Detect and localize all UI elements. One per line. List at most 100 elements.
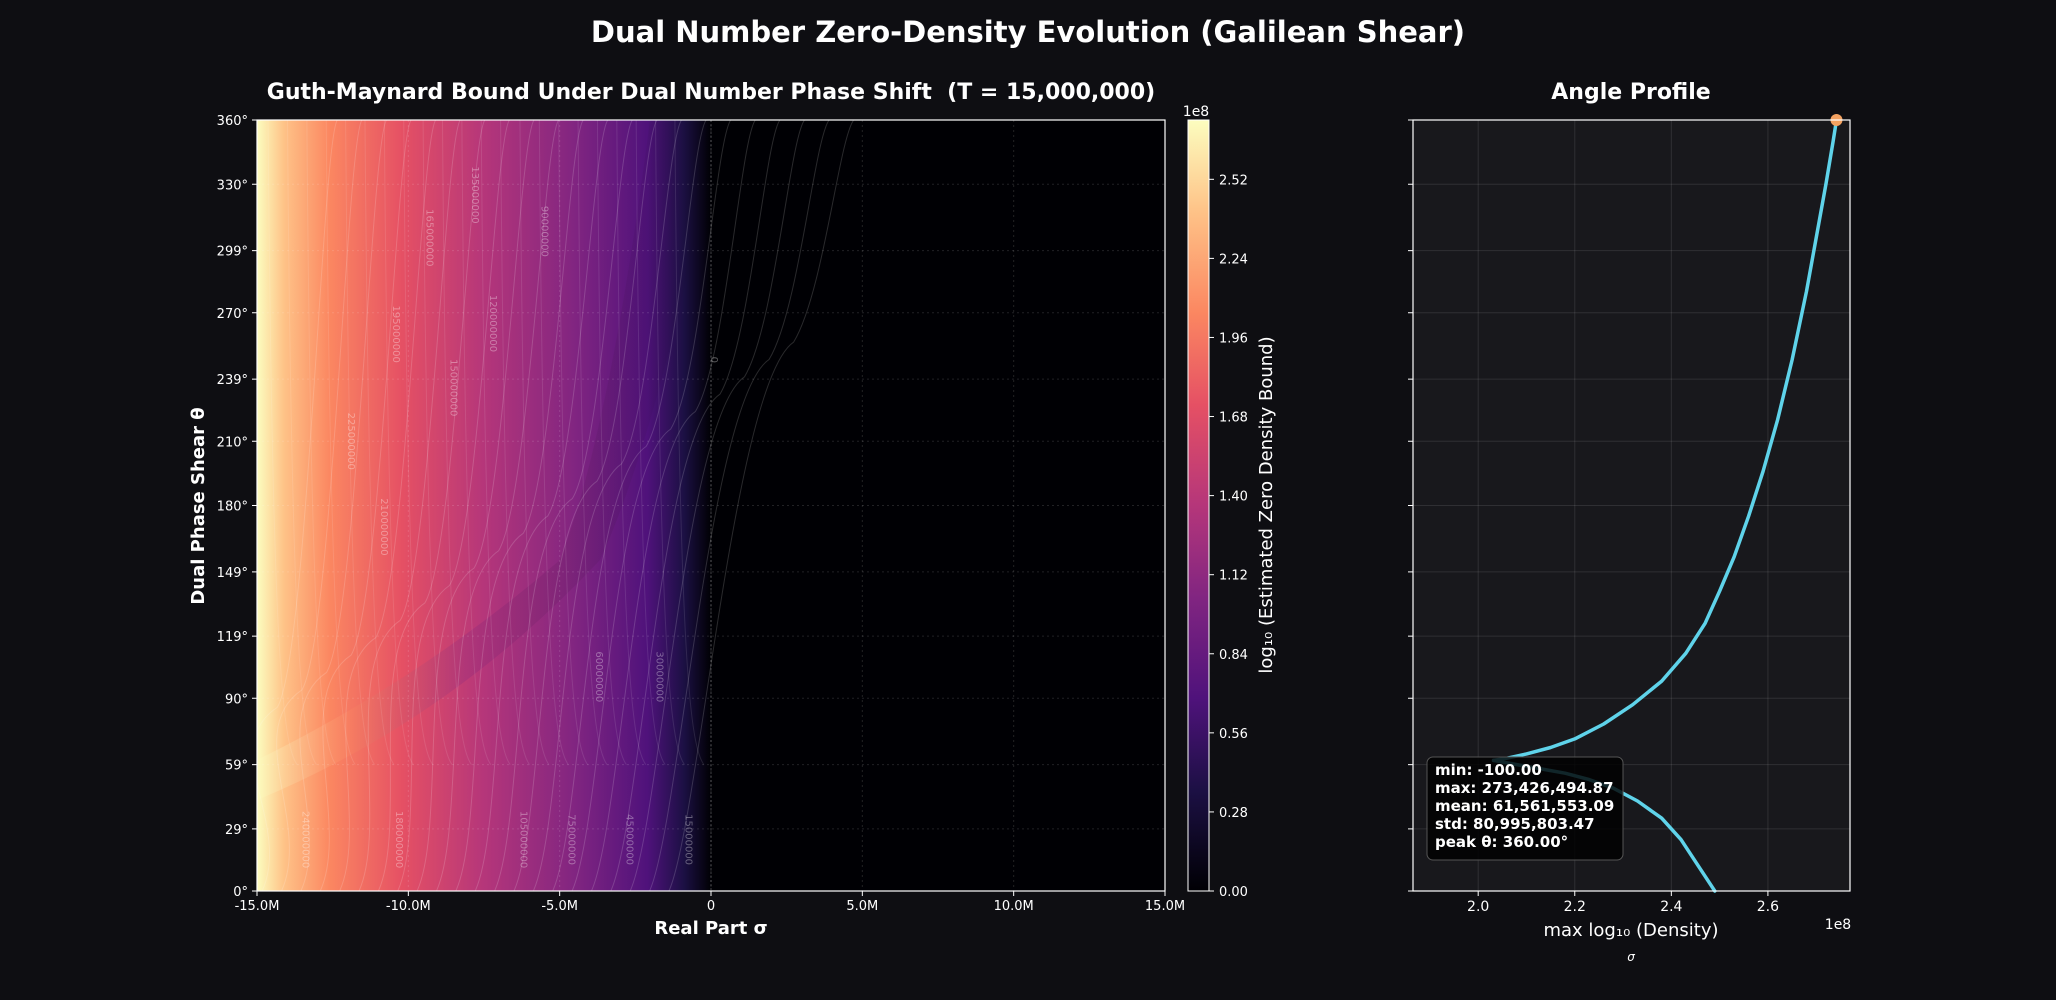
profile-y-ticks	[1408, 119, 1413, 892]
heatmap-x-tick-label: 10.0M	[994, 899, 1034, 914]
colorbar-tick-label: 1.40	[1219, 490, 1248, 505]
colorbar-tick-label: 0.84	[1219, 648, 1248, 663]
heatmap-y-tick-label: 299°	[217, 245, 248, 260]
heatmap-contour-line	[674, 120, 705, 765]
heatmap-contour-line	[441, 120, 472, 765]
profile-xlabel: max log₁₀ (Density)	[1543, 920, 1718, 941]
heatmap-contour-line	[422, 120, 453, 765]
colorbar-tick-label: 2.52	[1219, 173, 1248, 188]
heatmap-contour-line	[513, 120, 658, 891]
heatmap-contour-line	[403, 120, 434, 765]
profile-x-tick-label: 2.0	[1467, 899, 1489, 915]
heatmap-contour-label: 30000000	[654, 651, 665, 702]
heatmap-contour-label: 135000000	[469, 166, 480, 223]
heatmap-contour-line	[364, 120, 395, 765]
heatmap-contour-line	[538, 120, 569, 765]
heatmap-grid	[257, 120, 1165, 891]
profile-x-ticks: 2.0 2.2 2.4 2.6	[1467, 891, 1779, 915]
heatmap-contour-label: 120000000	[487, 295, 498, 352]
heatmap-contour-line	[339, 120, 437, 891]
heatmap-contour-label: 60000000	[593, 651, 604, 702]
colorbar-label: log₁₀ (Estimated Zero Density Bound)	[1256, 336, 1277, 673]
heatmap-contour-line	[571, 120, 732, 891]
heatmap-contour-label: 75000000	[566, 814, 577, 865]
heatmap-x-tick-label: -5.0M	[541, 899, 578, 914]
heatmap-contour-line	[358, 120, 461, 891]
heatmap-contour-label: 105000000	[517, 811, 528, 868]
heatmap-title: Guth-Maynard Bound Under Dual Number Pha…	[267, 80, 1155, 105]
heatmap-contour-line	[383, 120, 414, 765]
heatmap-contour-line	[655, 120, 685, 765]
stats-std: std: 80,995,803.47	[1435, 815, 1595, 833]
heatmap-contour-line	[494, 120, 633, 891]
stats-box: min: -100.00 max: 273,426,494.87 mean: 6…	[1426, 756, 1624, 861]
heatmap-y-tick-label: 119°	[217, 630, 248, 645]
stats-peak: peak θ: 360.00°	[1435, 833, 1568, 851]
stats-box-background	[1426, 756, 1624, 861]
heatmap-contour-line	[325, 120, 356, 765]
profile-x-tick-label: 2.6	[1757, 899, 1779, 915]
colorbar-tick-label: 0.28	[1219, 806, 1248, 821]
heatmap-contour-line	[455, 120, 584, 891]
heatmap-field	[257, 120, 1165, 891]
heatmap-contour-labels: 0 15000000 30000000 45000000 60000000 7500000…	[299, 166, 719, 868]
heatmap-y-tick-label: 0°	[233, 885, 248, 900]
heatmap-y-ticks: 0° 29° 59° 90° 119° 149° 180° 210° 239° 270° 299° 3…	[217, 114, 257, 900]
stats-max: max: 273,426,494.87	[1435, 779, 1614, 797]
heatmap-x-tick-label: 15.0M	[1145, 899, 1185, 914]
heatmap-contour-line	[267, 120, 298, 765]
colorbar-tick-label: 0.56	[1219, 727, 1248, 742]
heatmap-contour-label: 90000000	[539, 206, 550, 257]
heatmap-contour-line	[299, 120, 387, 891]
stats-mean: mean: 61,561,553.09	[1435, 797, 1614, 815]
heatmap-contour-label: 150000000	[448, 359, 459, 416]
stats-min: min: -100.00	[1435, 761, 1542, 779]
heatmap-contour-line	[635, 120, 666, 765]
heatmap-contour-line	[397, 120, 510, 891]
heatmap-contour-line	[616, 120, 647, 765]
heatmap-contour-label: 0	[708, 357, 719, 363]
heatmap-contour-line	[668, 120, 855, 891]
profile-x-tick-label: 2.4	[1660, 899, 1682, 915]
heatmap-contour-line	[474, 120, 609, 891]
heatmap-x-tick-label: -10.0M	[386, 899, 431, 914]
heatmap-contour-line	[558, 120, 589, 765]
heatmap-shear-band	[257, 120, 720, 800]
heatmap-panel: Guth-Maynard Bound Under Dual Number Pha…	[188, 80, 1277, 939]
colorbar-tick-label: 1.96	[1219, 331, 1248, 346]
heatmap-contour-label: 210000000	[378, 498, 389, 555]
heatmap-y-tick-label: 29°	[225, 823, 248, 838]
heatmap-contour-line	[461, 120, 492, 765]
heatmap-y-tick-label: 210°	[217, 435, 248, 450]
heatmap-contour-line	[590, 120, 756, 891]
heatmap-x-tick-label: 5.0M	[846, 899, 878, 914]
heatmap-contour-line	[377, 120, 486, 891]
heatmap-contours	[257, 120, 855, 891]
heatmap-contour-line	[610, 120, 781, 891]
heatmap-contour-line	[480, 120, 511, 765]
profile-line	[1491, 118, 1839, 763]
heatmap-contour-line	[257, 120, 338, 891]
heatmap-contour-line	[276, 120, 363, 891]
figure-suptitle: Dual Number Zero-Density Evolution (Gali…	[591, 15, 1465, 49]
heatmap-contour-line	[519, 120, 550, 765]
heatmap-xlabel: Real Part σ	[654, 918, 767, 939]
heatmap-y-tick-label: 330°	[217, 178, 248, 193]
heatmap-contour-label: 45000000	[623, 814, 634, 865]
profile-x-offset-label: 1e8	[1825, 917, 1851, 933]
heatmap-contour-label: 165000000	[423, 209, 434, 266]
heatmap-y-tick-label: 360°	[217, 114, 248, 129]
heatmap-contour-label: 15000000	[682, 814, 693, 865]
heatmap-y-tick-label: 270°	[217, 307, 248, 322]
colorbar-tick-label: 2.24	[1219, 252, 1248, 267]
heatmap-contour-line	[500, 120, 530, 765]
heatmap-y-tick-label: 59°	[225, 759, 248, 774]
profile-panel: Angle Profile 2.0 2.2 2.4 2.6 1e8 max log₁₀…	[1408, 80, 1851, 964]
heatmap-x-tick-label: 0	[707, 899, 715, 914]
colorbar	[1187, 119, 1210, 892]
colorbar-tick-label: 1.68	[1219, 411, 1248, 426]
profile-below-label: σ	[1627, 950, 1635, 964]
colorbar-offset-label: 1e8	[1183, 104, 1209, 120]
profile-title: Angle Profile	[1551, 80, 1710, 105]
